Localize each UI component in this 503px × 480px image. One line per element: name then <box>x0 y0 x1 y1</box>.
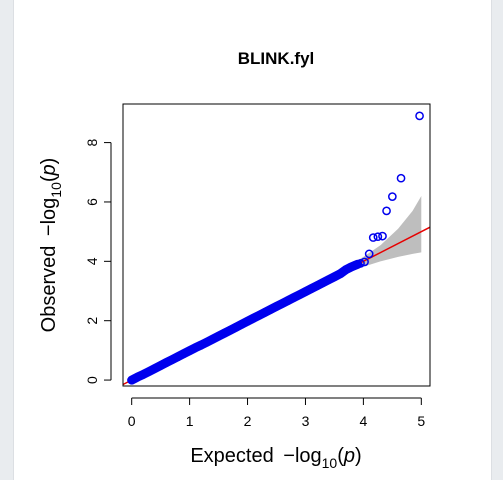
y-tick-label: 4 <box>84 257 100 265</box>
y-axis-label-text: −log <box>38 198 60 236</box>
confidence-band <box>346 196 422 274</box>
y-axis-label-arg: p <box>38 164 60 176</box>
data-point <box>415 111 424 121</box>
y-tick-label: 6 <box>84 198 100 206</box>
plot-area-border <box>122 103 431 387</box>
x-axis-label: Expected −log10(p) <box>190 445 361 471</box>
data-point <box>341 265 351 274</box>
data-point <box>368 233 378 242</box>
y-axis-label-open-paren: ( <box>38 175 60 182</box>
y-axis-label-prefix: Observed <box>38 246 60 333</box>
data-point <box>378 231 387 241</box>
data-point <box>387 192 397 201</box>
x-tick-label: 2 <box>244 413 252 429</box>
x-axis-label-prefix: Expected <box>190 445 273 467</box>
y-axis-label: Observed −log10(p) <box>38 158 64 333</box>
x-axis-label-close-paren: ) <box>355 445 362 467</box>
x-axis-label-text: −log <box>283 445 321 467</box>
y-axis-label-close-paren: ) <box>38 158 60 165</box>
x-axis: 0 1 2 3 4 5 <box>128 397 425 429</box>
x-axis-label-open-paren: ( <box>337 445 344 467</box>
y-tick-label: 8 <box>84 138 100 146</box>
y-tick-label: 0 <box>84 376 100 384</box>
data-point <box>396 173 406 183</box>
y-axis: 0 2 4 6 8 <box>84 138 112 384</box>
x-tick-label: 0 <box>128 413 136 429</box>
y-tick-label: 2 <box>84 317 100 325</box>
data-point <box>346 262 355 272</box>
y-axis-label-subscript: 10 <box>48 182 64 198</box>
x-tick-label: 3 <box>302 413 310 429</box>
x-axis-label-subscript: 10 <box>322 455 338 471</box>
x-axis-label-arg: p <box>343 445 355 467</box>
chart-title: BLINK.fyl <box>238 49 315 68</box>
x-tick-label: 4 <box>359 413 367 429</box>
data-point <box>373 232 383 242</box>
x-tick-label: 1 <box>186 413 194 429</box>
data-point <box>364 249 374 259</box>
data-point <box>335 269 345 279</box>
data-point <box>360 257 369 267</box>
x-tick-label: 5 <box>417 413 425 429</box>
confidence-band-layer <box>346 196 422 274</box>
data-point <box>382 206 391 216</box>
data-points-layer <box>127 111 424 385</box>
data-point <box>356 259 365 268</box>
